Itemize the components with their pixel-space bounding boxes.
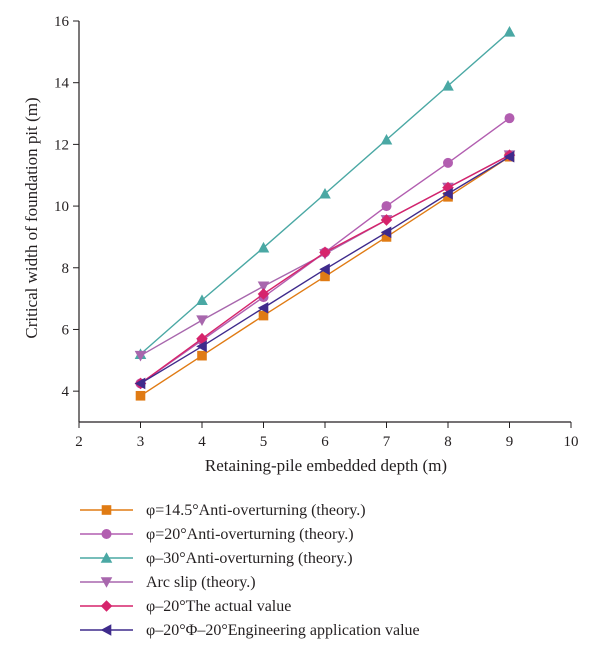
legend-label: φ–20°The actual value	[146, 598, 291, 615]
data-point	[503, 150, 515, 163]
y-tick-label: 14	[54, 76, 70, 92]
data-point	[257, 302, 269, 314]
data-point	[381, 232, 392, 242]
legend-item: φ=20°Anti-overturning (theory.)	[80, 526, 354, 543]
legend-label: φ=14.5°Anti-overturning (theory.)	[146, 502, 366, 519]
data-point	[257, 281, 270, 293]
data-point	[380, 133, 393, 145]
data-point	[442, 79, 454, 91]
x-tick-label: 5	[260, 434, 268, 450]
data-point	[197, 350, 207, 361]
data-point	[134, 377, 146, 390]
data-point	[380, 226, 392, 239]
data-point	[503, 25, 516, 37]
y-tick-label: 16	[54, 14, 70, 30]
data-point	[196, 294, 208, 305]
data-point	[381, 201, 392, 212]
legend-marker	[100, 552, 113, 563]
y-tick-label: 10	[54, 199, 69, 215]
data-point	[196, 332, 208, 345]
axes: 2 3 4 5 6 7 8 9 10 4 6 8 10 12 14 16	[54, 14, 579, 450]
data-point	[135, 390, 146, 401]
legend-label: φ=20°Anti-overturning (theory.)	[146, 526, 354, 543]
data-point	[320, 271, 330, 282]
x-tick-label: 6	[321, 434, 329, 450]
data-point	[196, 340, 207, 353]
series-3	[134, 25, 516, 359]
legend-label: φ–20°Φ–20°Engineering application value	[146, 622, 420, 639]
legend-item: φ=14.5°Anti-overturning (theory.)	[80, 502, 366, 519]
data-point	[319, 246, 331, 259]
data-point	[504, 113, 515, 124]
data-point	[196, 315, 208, 327]
y-tick-label: 4	[62, 384, 70, 400]
data-point	[442, 181, 454, 194]
legend-marker	[101, 529, 112, 539]
data-point	[257, 241, 270, 253]
data-point	[258, 310, 269, 321]
legend-item: φ–20°The actual value	[80, 598, 291, 615]
legend-marker	[100, 624, 112, 636]
data-point	[134, 350, 147, 362]
legend-label: φ–30°Anti-overturning (theory.)	[146, 550, 353, 567]
legend-marker	[100, 577, 113, 588]
x-tick-label: 10	[564, 434, 579, 450]
y-axis-title: Critical width of foundation pit (m)	[22, 97, 41, 338]
data-point	[442, 187, 453, 200]
series-6	[134, 150, 515, 390]
data-point	[380, 214, 393, 226]
legend-label: Arc slip (theory.)	[146, 574, 256, 591]
x-tick-label: 8	[444, 434, 452, 450]
x-tick-label: 3	[137, 434, 145, 450]
x-tick-label: 2	[75, 434, 83, 450]
legend-item: Arc slip (theory.)	[80, 574, 256, 591]
y-tick-label: 8	[62, 261, 70, 277]
y-tick-label: 6	[62, 322, 70, 338]
legend-item: φ–20°Φ–20°Engineering application value	[80, 622, 420, 639]
x-tick-label: 7	[383, 434, 391, 450]
x-axis-title: Retaining-pile embedded depth (m)	[205, 456, 447, 475]
data-point	[257, 288, 270, 300]
y-tick-label: 12	[54, 137, 69, 153]
legend: φ=14.5°Anti-overturning (theory.) φ=20°An…	[80, 502, 420, 639]
legend-marker	[100, 600, 113, 612]
series-layer	[134, 25, 516, 401]
data-point	[319, 187, 331, 199]
data-point	[443, 157, 453, 168]
x-tick-label: 4	[198, 434, 206, 450]
x-tick-label: 9	[506, 434, 514, 450]
legend-marker	[101, 505, 112, 515]
data-point	[319, 263, 330, 276]
legend-item: φ–30°Anti-overturning (theory.)	[80, 550, 353, 567]
